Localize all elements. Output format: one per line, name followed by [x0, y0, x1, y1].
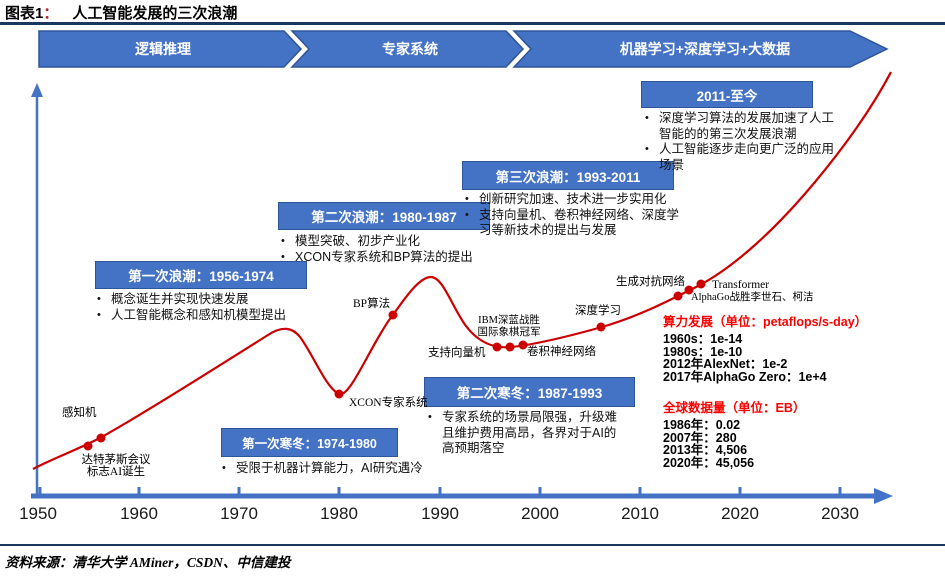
figure-colon: ：: [43, 5, 59, 22]
stat-line: 1960s：1e-14: [663, 331, 743, 346]
bullet-marker: •: [281, 250, 285, 263]
bullet-marker: •: [281, 235, 285, 247]
dot-cnn: [518, 340, 528, 350]
winter-2-notes: • 专家系统的场景局限强，升级难且维护费用高昂，各界对于AI的高预期落空: [428, 410, 618, 457]
dot-dartmouth: [83, 441, 93, 451]
dot-bp: [388, 310, 398, 320]
list-item: • 创新研究加速、技术进一步实用化: [465, 192, 667, 206]
milestone-label-deep-learning: 深度学习: [575, 305, 621, 317]
bullet-marker: •: [97, 293, 101, 305]
milestone-label-gan: 生成对抗网络: [616, 276, 685, 288]
dot-svm: [492, 342, 502, 352]
list-item: • 概念诞生并实现快速发展: [97, 292, 249, 306]
source-note: 资料来源：清华大学 AMiner，CSDN、中信建投: [5, 555, 291, 570]
stat-line: 2007年：280: [663, 430, 737, 445]
list-item: • 人工智能逐步走向更广泛的应用场景: [645, 142, 835, 172]
x-tick-label-1960: 1960: [120, 504, 158, 523]
list-item: • 深度学习算法的发展加速了人工智能的的第三次发展浪潮: [645, 111, 835, 141]
banner-segment-3-shape: [512, 30, 889, 68]
x-tick-label-1980: 1980: [320, 504, 358, 523]
milestone-label-transformer: Transformer: [712, 279, 770, 291]
banner-label-logic-reasoning: 逻辑推理: [135, 41, 191, 57]
compute-power-stats-title: 算力发展（单位：petaflops/s-day）: [663, 315, 868, 329]
stat-line: 2013年：4,506: [663, 443, 748, 458]
box-wave-4: 2011-至今: [641, 81, 813, 108]
banner-segment-1-shape: [38, 30, 303, 68]
list-item: • 专家系统的场景局限强，升级难且维护费用高昂，各界对于AI的高预期落空: [428, 410, 618, 455]
wave-4-notes: • 深度学习算法的发展加速了人工智能的的第三次发展浪潮 • 人工智能逐步走向更广泛的…: [645, 111, 841, 173]
dot-gan: [673, 291, 683, 301]
milestone-label-ibm-deep-blue: IBM深蓝战胜 国际象棋冠军: [477, 315, 541, 338]
milestone-label-alphago: AlphaGo战胜李世石、柯洁: [691, 292, 814, 303]
bullet-marker: •: [222, 462, 226, 474]
box-winter-2: 第二次寒冬：1987-1993: [424, 377, 635, 407]
dot-alphago: [684, 285, 694, 295]
banner-label-expert-systems: 专家系统: [382, 41, 438, 57]
wave-1-notes: • 概念诞生并实现快速发展 • 人工智能概念和感知机模型提出: [97, 292, 312, 323]
bullet-marker: •: [428, 411, 432, 423]
x-axis-ticks: [38, 487, 842, 496]
box-winter-1: 第一次寒冬：1974-1980: [221, 428, 398, 457]
stat-line: 2017年AlphaGo Zero：1e+4: [663, 370, 827, 385]
box-wave-3: 第三次浪潮：1993-2011: [462, 161, 674, 190]
dot-deep-learning: [596, 322, 606, 332]
dot-perceptron: [96, 433, 106, 443]
bullet-marker: •: [645, 143, 649, 155]
banner-label-ml-dl-bigdata: 机器学习+深度学习+大数据: [619, 41, 791, 57]
stat-line: 2012年AlexNet：1e-2: [663, 357, 788, 372]
milestone-label-cnn: 卷积神经网络: [527, 346, 596, 358]
figure-title-row: 图表1： 人工智能发展的三次浪潮: [5, 2, 237, 23]
wave-3-notes: • 创新研究加速、技术进一步实用化 • 支持向量机、卷积神经网络、深度学习等新技术的…: [465, 192, 680, 239]
list-item: • XCON专家系统和BP算法的提出: [281, 249, 473, 264]
list-item: • 支持向量机、卷积神经网络、深度学习等新技术的提出与发展: [465, 207, 680, 238]
list-item: • 模型突破、初步产业化: [281, 234, 421, 248]
x-tick-label-2000: 2000: [521, 504, 559, 523]
y-axis-arrowhead: [31, 83, 43, 97]
process-arrow-banner: [38, 30, 889, 68]
x-axis-arrowhead: [874, 488, 893, 504]
list-item: • 人工智能概念和感知机模型提出: [97, 307, 287, 322]
banner-segment-2-shape: [290, 30, 525, 68]
x-tick-label-2010: 2010: [621, 504, 659, 523]
wave-2-notes: • 模型突破、初步产业化 • XCON专家系统和BP算法的提出: [281, 234, 493, 265]
bullet-marker: •: [645, 112, 649, 124]
x-tick-label-2020: 2020: [721, 504, 759, 523]
box-wave-2: 第二次浪潮：1980-1987: [278, 202, 490, 230]
x-tick-label-1950: 1950: [19, 504, 57, 523]
footer-divider: [0, 544, 945, 546]
x-tick-label-2030: 2030: [821, 504, 859, 523]
milestone-label-svm: 支持向量机: [428, 347, 486, 359]
milestone-label-xcon: XCON专家系统: [349, 397, 428, 409]
dot-xcon: [334, 389, 344, 399]
milestone-dots: [83, 279, 706, 451]
box-wave-1: 第一次浪潮：1956-1974: [95, 261, 307, 289]
bullet-marker: •: [465, 193, 469, 205]
milestone-label-perceptron: 感知机: [62, 407, 97, 419]
stat-line: 2020年：45,056: [663, 456, 755, 471]
list-item: • 受限于机器计算能力，AI研究遇冷: [222, 461, 423, 475]
dot-transformer: [696, 279, 706, 289]
bullet-marker: •: [465, 208, 469, 221]
dot-ibm-deep-blue: [505, 342, 515, 352]
stat-line: 1980s：1e-10: [663, 344, 743, 359]
milestone-label-bp: BP算法: [353, 298, 391, 310]
figure-title: 人工智能发展的三次浪潮: [72, 5, 238, 22]
global-data-stats: 全球数据量（单位：EB） 1986年：0.02 2007年：280 2013年：…: [663, 402, 805, 470]
stat-line: 1986年：0.02: [663, 417, 741, 432]
global-data-stats-title: 全球数据量（单位：EB）: [663, 401, 806, 415]
winter-1-notes: • 受限于机器计算能力，AI研究遇冷: [222, 461, 462, 477]
figure-label: 图表1: [5, 5, 44, 22]
trend-curve: [32, 71, 892, 470]
title-divider: [0, 22, 945, 25]
x-tick-label-1970: 1970: [220, 504, 258, 523]
milestone-label-dartmouth: 达特茅斯会议 标志AI诞生: [81, 454, 151, 478]
bullet-marker: •: [97, 308, 101, 321]
compute-power-stats: 算力发展（单位：petaflops/s-day） 1960s：1e-14 198…: [663, 316, 867, 384]
x-tick-label-1990: 1990: [421, 504, 459, 523]
